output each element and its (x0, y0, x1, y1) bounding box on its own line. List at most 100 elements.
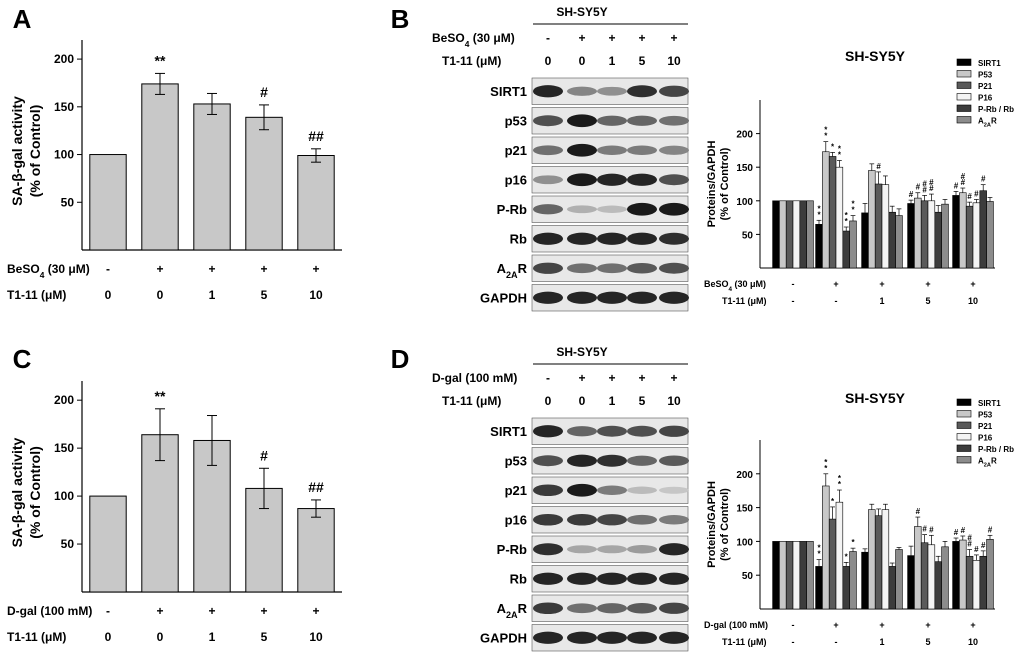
bar (920, 200, 929, 269)
legend-swatch (956, 93, 972, 101)
blot-band (533, 291, 563, 304)
significance-mark: # (916, 507, 921, 516)
blot-band (597, 86, 627, 96)
blot-band (533, 543, 563, 556)
dose-value: - (835, 637, 838, 647)
bar (779, 200, 787, 269)
label-part: Rb (510, 572, 527, 587)
label-part: p16 (505, 513, 527, 528)
legend-label: A2AR (978, 117, 997, 129)
label-part: A (978, 457, 984, 466)
blot-dose-value: 10 (667, 54, 681, 68)
treatment-value: - (792, 620, 795, 630)
blot-band (659, 174, 689, 186)
blot-band (597, 115, 627, 126)
subscript: 2A (984, 463, 991, 469)
significance-mark: * (851, 200, 855, 209)
bar (822, 151, 830, 269)
significance-mark: * (838, 144, 842, 153)
blot-band (533, 175, 563, 185)
label-part: P-Rb / Rb (978, 445, 1014, 454)
treatment-label: D-gal (100 mM) (704, 620, 768, 630)
blot-band (659, 425, 689, 437)
blot-band (567, 454, 597, 467)
bar (822, 485, 830, 610)
blot-band-label: Rb (510, 572, 527, 587)
label-part: (30 μM) (469, 31, 514, 45)
blot-band (567, 483, 597, 497)
blot-band-label: p53 (505, 114, 527, 129)
blot-band (533, 455, 563, 467)
blot-band-label: GAPDH (480, 291, 527, 306)
y-axis-title: Proteins/GAPDH (706, 141, 718, 228)
significance-mark: # (922, 185, 927, 194)
significance-mark: # (967, 540, 972, 549)
treatment-value: + (156, 604, 163, 618)
treatment-value: + (970, 620, 975, 630)
significance-mark: # (954, 181, 959, 190)
subscript: 2A (984, 123, 991, 129)
bar (849, 551, 857, 610)
blot-band (597, 545, 627, 554)
dose-label: T1-11 (μM) (722, 296, 767, 306)
blot-band-label: SIRT1 (490, 424, 527, 439)
blot-band (533, 204, 563, 215)
blot-band (627, 631, 657, 644)
treatment-label: D-gal (100 mM) (7, 604, 92, 618)
blot-band (597, 232, 627, 245)
blot-band (627, 232, 657, 245)
bar (934, 211, 942, 269)
bar (972, 560, 981, 610)
bar (806, 541, 814, 610)
blot-band (597, 514, 627, 526)
blot-band (567, 513, 597, 526)
blot-band (627, 291, 657, 304)
blot-band (627, 572, 657, 585)
bar (772, 541, 780, 610)
label-part: A (497, 261, 507, 276)
blot-band (627, 514, 657, 525)
subscript: 4 (40, 270, 45, 280)
blot-band-label: p21 (505, 143, 527, 158)
significance-mark: ## (308, 479, 324, 495)
significance-mark: # (974, 189, 979, 198)
bar (815, 224, 823, 269)
blot-band (567, 143, 597, 157)
blot-band-label: P-Rb (497, 542, 527, 557)
label-part: R (991, 457, 997, 466)
significance-mark: * (824, 132, 828, 141)
treatment-label: BeSO4 (30 μM) (704, 279, 766, 293)
bar (927, 200, 936, 269)
bar (193, 103, 231, 251)
significance-mark: # (981, 175, 986, 184)
blot-band (597, 291, 627, 304)
dose-value: - (835, 296, 838, 306)
panel-letter-a: A (13, 4, 32, 34)
bar (972, 202, 981, 269)
dose-value: 5 (261, 630, 268, 644)
significance-mark: ## (308, 128, 324, 144)
significance-mark: # (929, 184, 934, 193)
bar (799, 200, 807, 269)
blot-band-label: Rb (510, 232, 527, 247)
label-part: p16 (505, 173, 527, 188)
label-part: R (518, 601, 528, 616)
y-axis-subtitle: (% of Control) (27, 446, 43, 539)
dose-value: 1 (209, 288, 216, 302)
label-part: p53 (505, 454, 527, 469)
bar (907, 555, 915, 610)
blot-band (597, 572, 627, 585)
label-part: (30 μM) (732, 279, 766, 289)
bar (927, 544, 936, 610)
significance-mark: # (929, 178, 934, 187)
blot-band (659, 543, 689, 556)
blot-band (659, 145, 689, 155)
bar (828, 156, 837, 269)
legend-swatch (956, 421, 972, 429)
bar (888, 566, 896, 610)
dose-value: 10 (309, 630, 323, 644)
y-tick-label: 100 (54, 489, 74, 503)
significance-mark: * (838, 474, 842, 483)
significance-mark: # (974, 545, 979, 554)
significance-mark: * (817, 550, 821, 559)
